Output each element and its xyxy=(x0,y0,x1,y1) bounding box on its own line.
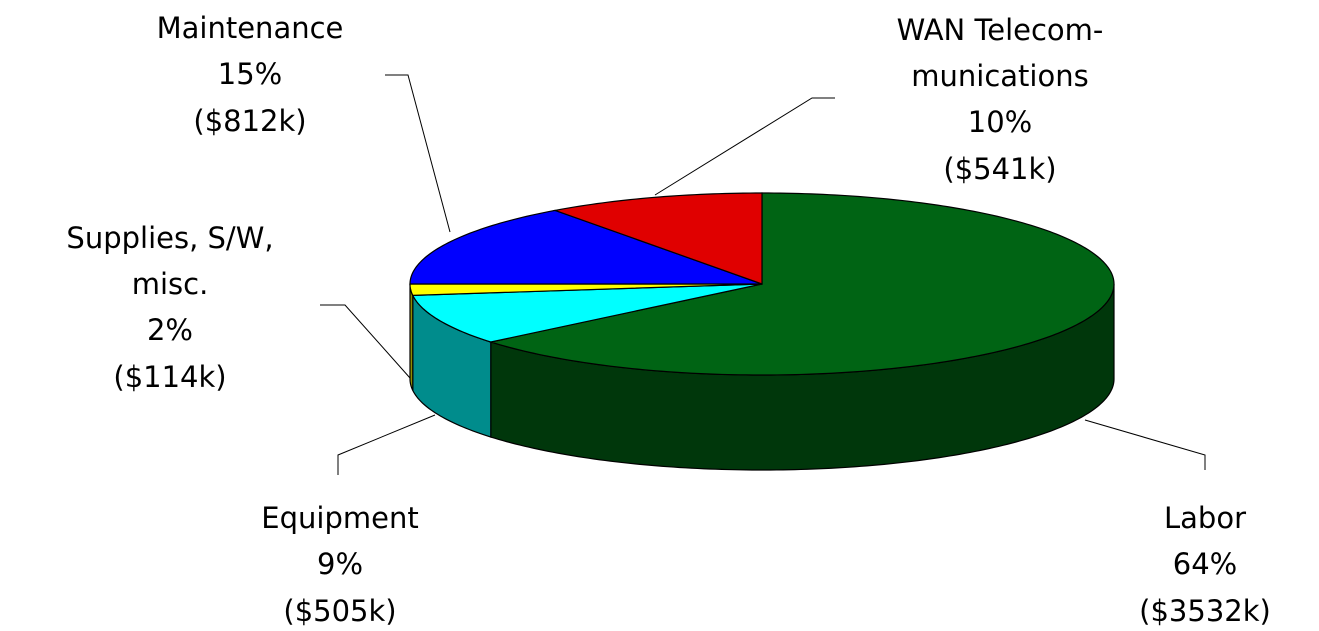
category-label: Supplies, S/W, misc. xyxy=(66,221,274,301)
slice-label: Supplies, S/W, misc. 2% ($114k) xyxy=(66,215,273,401)
percent-label: 10% xyxy=(967,105,1033,139)
percent-label: 15% xyxy=(217,57,283,91)
pie-slice xyxy=(409,209,763,285)
amount-label: ($812k) xyxy=(193,104,307,138)
category-label: Equipment xyxy=(261,501,419,535)
percent-label: 64% xyxy=(1172,547,1238,581)
pie-slice xyxy=(411,283,763,343)
leader-line xyxy=(337,414,436,475)
amount-label: ($541k) xyxy=(943,152,1057,186)
slice-label: Maintenance 15% ($812k) xyxy=(157,5,344,145)
leader-line xyxy=(1084,419,1206,470)
pie-slice xyxy=(409,283,763,297)
amount-label: ($505k) xyxy=(283,594,397,628)
slice-label: WAN Telecom- munications 10% ($541k) xyxy=(897,7,1104,193)
percent-label: 2% xyxy=(146,313,193,347)
leader-line xyxy=(320,304,411,379)
slice-label: Equipment 9% ($505k) xyxy=(261,495,418,631)
leader-line xyxy=(385,74,451,233)
amount-label: ($114k) xyxy=(113,360,227,394)
leader-line xyxy=(654,97,835,196)
category-label: Maintenance xyxy=(156,11,344,45)
pie-slice xyxy=(552,192,763,285)
amount-label: ($3532k) xyxy=(1139,594,1271,628)
slice-label: Labor 64% ($3532k) xyxy=(1139,495,1271,631)
pie-slice xyxy=(488,192,1115,376)
category-label: Labor xyxy=(1163,501,1246,535)
category-label: WAN Telecom- munications xyxy=(896,13,1104,93)
pie-side xyxy=(409,283,414,391)
percent-label: 9% xyxy=(316,547,364,581)
